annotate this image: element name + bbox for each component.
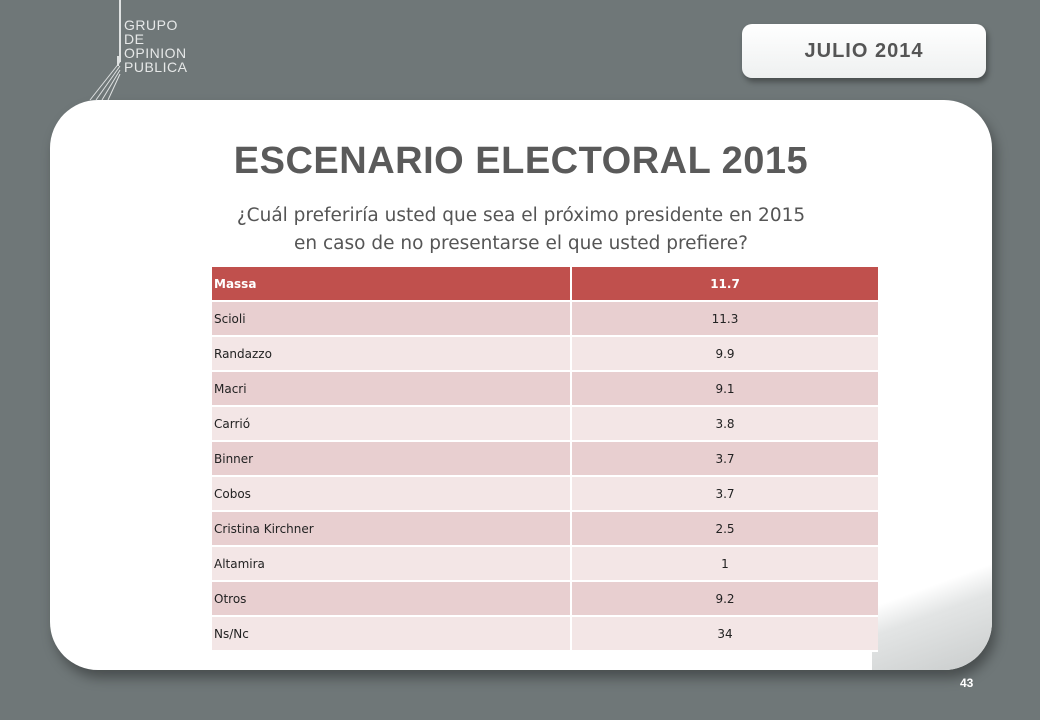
page-number: 43	[960, 676, 974, 690]
candidate-value: 34	[571, 616, 878, 652]
candidate-value: 3.7	[571, 476, 878, 512]
candidate-value: 11.3	[571, 301, 878, 337]
candidate-name: Scioli	[212, 301, 572, 337]
page-title: ESCENARIO ELECTORAL 2015	[233, 140, 809, 182]
table-row: Macri 9.1	[212, 371, 878, 407]
logo: GRUPO DE OPINION PUBLICA	[86, 0, 216, 110]
question-line-1: ¿Cuál preferiría usted que sea el próxim…	[236, 205, 806, 226]
slide-card: ESCENARIO ELECTORAL 2015 ¿Cuál preferirí…	[50, 100, 992, 670]
logo-line-3: OPINION	[124, 45, 187, 61]
date-badge: JULIO 2014	[742, 24, 986, 78]
candidate-value: 9.2	[571, 581, 878, 617]
candidate-value: 9.1	[571, 371, 878, 407]
table-row: Carrió 3.8	[212, 406, 878, 442]
table-row: Massa 11.7	[212, 267, 878, 302]
table-row: Scioli 11.3	[212, 301, 878, 337]
table-row: Otros 9.2	[212, 581, 878, 617]
candidate-value: 9.9	[571, 336, 878, 372]
candidate-name: Altamira	[212, 546, 572, 582]
results-table: Massa 11.7 Scioli 11.3 Randazzo 9.9 Macr…	[212, 267, 878, 652]
logo-line-2: DE	[124, 31, 145, 47]
candidate-name: Binner	[212, 441, 572, 477]
table-row: Cobos 3.7	[212, 476, 878, 512]
logo-line-1: GRUPO	[124, 17, 178, 33]
candidate-name: Ns/Nc	[212, 616, 572, 652]
candidate-name: Randazzo	[212, 336, 572, 372]
candidate-name: Carrió	[212, 406, 572, 442]
table-row: Ns/Nc 34	[212, 616, 878, 652]
survey-question: ¿Cuál preferiría usted que sea el próxim…	[50, 202, 992, 258]
logo-lines-graphic	[89, 0, 121, 101]
candidate-value: 11.7	[571, 267, 878, 302]
candidate-name: Otros	[212, 581, 572, 617]
candidate-name: Macri	[212, 371, 572, 407]
candidate-value: 3.7	[571, 441, 878, 477]
candidate-value: 3.8	[571, 406, 878, 442]
table-row: Cristina Kirchner 2.5	[212, 511, 878, 547]
logo-line-4: PUBLICA	[124, 59, 188, 75]
question-line-2: en caso de no presentarse el que usted p…	[294, 233, 748, 254]
logo-text: GRUPO DE OPINION PUBLICA	[124, 18, 187, 74]
table-row: Altamira 1	[212, 546, 878, 582]
table-row: Binner 3.7	[212, 441, 878, 477]
candidate-value: 1	[571, 546, 878, 582]
candidate-value: 2.5	[571, 511, 878, 547]
table-row: Randazzo 9.9	[212, 336, 878, 372]
candidate-name: Cristina Kirchner	[212, 511, 572, 547]
page-curl-decoration	[872, 520, 992, 670]
candidate-name: Cobos	[212, 476, 572, 512]
candidate-name: Massa	[212, 267, 572, 302]
